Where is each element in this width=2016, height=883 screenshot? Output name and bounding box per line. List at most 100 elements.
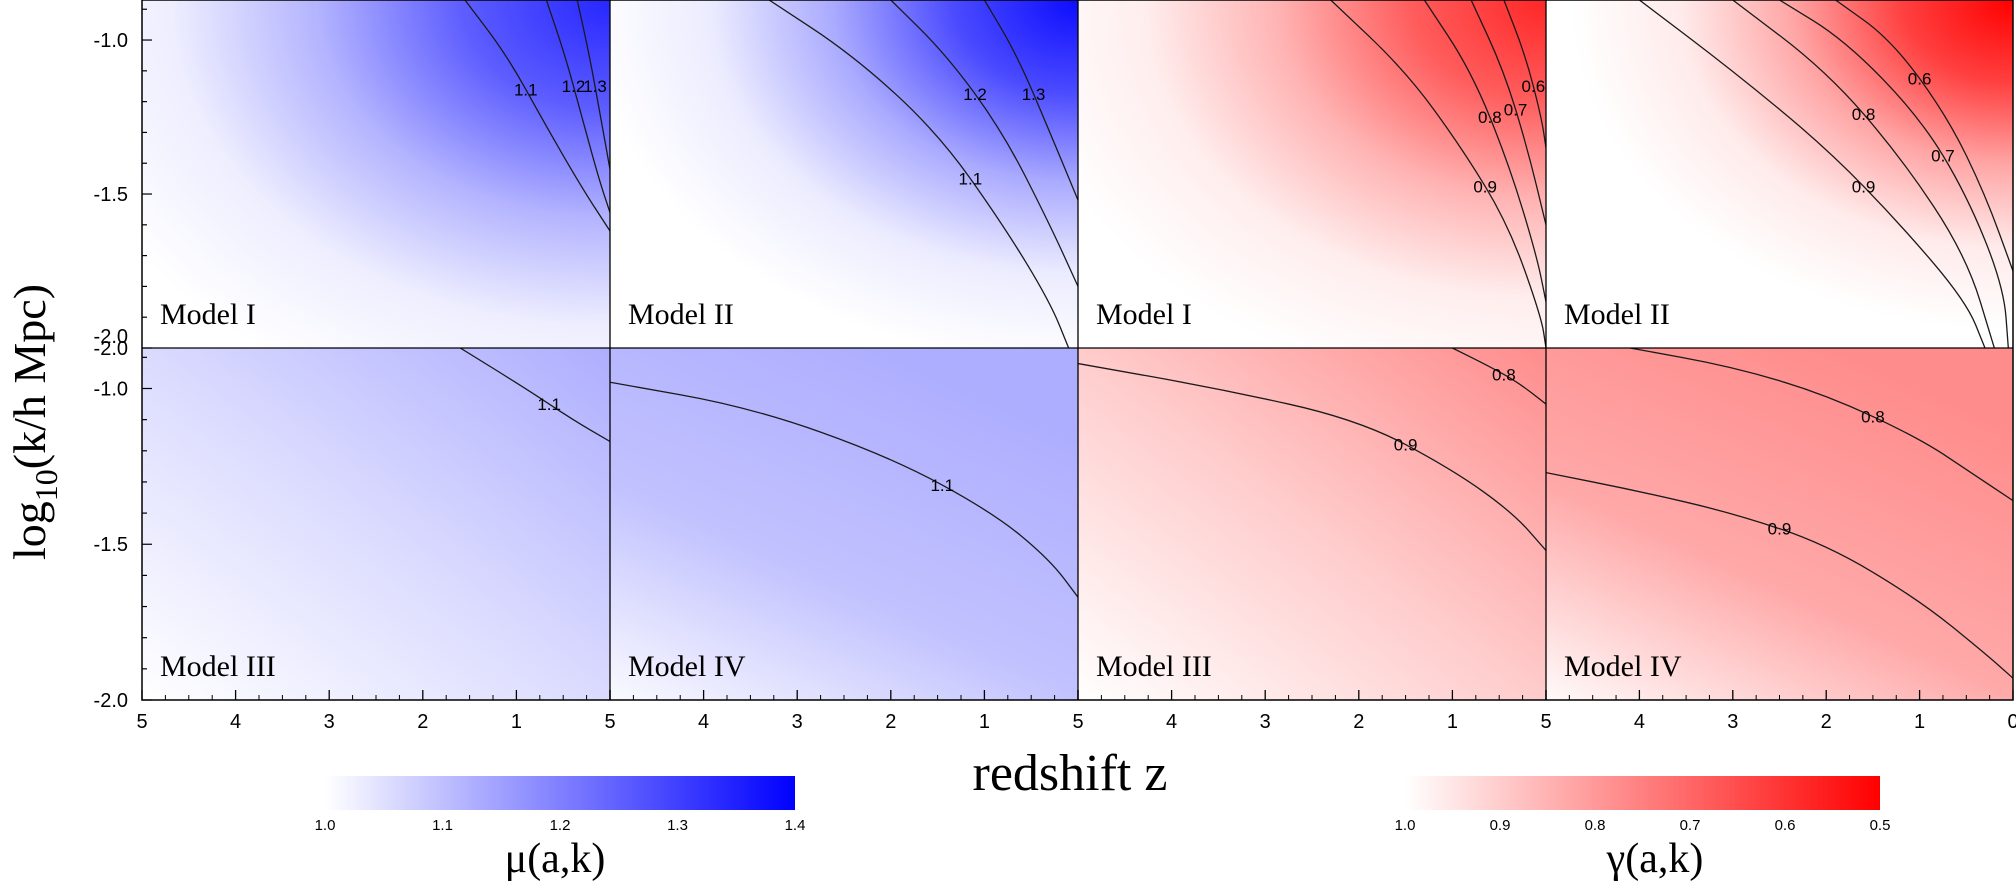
panel-model-label: Model IV <box>1564 650 1682 683</box>
x-tick-label: 2 <box>885 711 896 733</box>
panel-mu-model-i: 1.1 1.21.3 Model I <box>142 0 610 348</box>
mu-colorbar: 1.0 1.1 1.2 1.3 1.4 <box>315 776 806 834</box>
x-tick-label: 5 <box>136 711 147 733</box>
x-axis-label: redshift z <box>973 745 1168 802</box>
y-axis-label: log10(k/h Mpc) <box>4 284 64 560</box>
x-tick-label: 4 <box>230 711 241 733</box>
contour-label-0.7: 0.7 <box>1504 100 1528 119</box>
x-tick-label: 1 <box>979 711 990 733</box>
x-tick-label: 1 <box>1447 711 1458 733</box>
contour-label-0.9: 0.9 <box>1852 177 1876 196</box>
panel-gamma-model-iii: 0.9 0.8 Model III <box>1078 348 1546 700</box>
contour-0.8 <box>1732 0 1995 348</box>
x-tick-label: 5 <box>1072 711 1083 733</box>
mu-colorbar-tick: 1.4 <box>785 817 806 834</box>
mu-colorbar-tick: 1.3 <box>667 817 688 834</box>
contour-label-0.9: 0.9 <box>1473 177 1497 196</box>
contour-label-1.2: 1.2 <box>963 85 987 104</box>
panel-model-label: Model IV <box>628 650 746 683</box>
y-axis-label-main: log <box>4 501 55 560</box>
panel-model-label: Model I <box>1096 298 1192 331</box>
contour-label-0.8: 0.8 <box>1861 408 1885 427</box>
panel-gamma-model-i: 0.9 0.8 0.7 0.6 Model I <box>1078 0 1546 348</box>
y-tick-label: -2.0 <box>94 338 128 360</box>
heatmap-fill <box>142 0 610 348</box>
panel-gamma-model-iv: 0.8 0.9 Model IV <box>1546 348 2013 700</box>
y-tick-label: -1.0 <box>94 378 128 400</box>
gamma-colorbar-tick: 0.6 <box>1775 817 1796 834</box>
contour-0.9 <box>1546 471 2013 679</box>
panel-model-label: Model II <box>628 298 734 331</box>
panel-mu-model-iv: 1.1 Model IV <box>610 348 1078 700</box>
x-tick-label: 5 <box>604 711 615 733</box>
contour-0.6 <box>1835 0 2013 272</box>
x-tick-label: 1 <box>1914 711 1925 733</box>
contour-label-0.8: 0.8 <box>1492 365 1516 384</box>
contour-label-0.6: 0.6 <box>1908 70 1932 89</box>
panel-model-label: Model II <box>1564 298 1670 331</box>
contour-label-0.8: 0.8 <box>1852 105 1876 124</box>
contour-label-1.1: 1.1 <box>959 170 983 189</box>
contour-label-0.6: 0.6 <box>1522 77 1546 96</box>
contour-1.1 <box>459 348 610 443</box>
heatmap-fill <box>142 348 610 700</box>
heatmap-fill <box>1078 348 1546 700</box>
y-tick-label: -2.0 <box>94 690 128 712</box>
contour-0.8 <box>1629 348 2013 502</box>
x-tick-label: 4 <box>1634 711 1645 733</box>
heatmap-fill <box>610 348 1078 700</box>
contour-1.2 <box>545 0 610 213</box>
x-tick-label: 2 <box>1821 711 1832 733</box>
gamma-colorbar-tick: 0.7 <box>1680 817 1701 834</box>
x-tick-label: 4 <box>1166 711 1177 733</box>
mu-colorbar-tick: 1.1 <box>432 817 453 834</box>
gamma-colorbar-label: γ(a,k) <box>1606 836 1704 882</box>
contour-1.3 <box>983 0 1078 201</box>
y-axis-label-sub: 10 <box>28 469 64 501</box>
mu-colorbar-tick: 1.0 <box>315 817 336 834</box>
x-tick-label: 5 <box>1540 711 1551 733</box>
panel-model-label: Model III <box>160 650 276 683</box>
contour-label-0.8: 0.8 <box>1478 108 1502 127</box>
contour-label-0.9: 0.9 <box>1768 520 1792 539</box>
y-tick-label: -2.0 <box>94 326 128 348</box>
contour-0.8 <box>1452 348 1546 405</box>
mu-colorbar-tick: 1.2 <box>550 817 571 834</box>
contour-label-0.7: 0.7 <box>1931 147 1955 166</box>
panel-model-label: Model I <box>160 298 256 331</box>
y-tick-label: -1.0 <box>94 30 128 52</box>
contour-0.7 <box>1779 0 2009 348</box>
x-tick-label: 0 <box>2007 711 2016 733</box>
panel-mu-model-ii: 1.1 1.2 1.3 Model II <box>610 0 1078 348</box>
contour-0.8 <box>1423 0 1546 302</box>
contour-label-1.2: 1.2 <box>562 77 586 96</box>
heatmap-fill <box>610 0 1078 348</box>
contour-1.3 <box>576 0 610 170</box>
contour-0.9 <box>1078 362 1546 551</box>
heatmap-fill <box>1546 348 2013 700</box>
panel-mu-model-iii: 1.1 Model III <box>142 348 610 700</box>
gamma-colorbar-gradient <box>1405 776 1880 810</box>
x-tick-label: 4 <box>698 711 709 733</box>
contour-0.9 <box>1330 0 1546 348</box>
panel-model-label: Model III <box>1096 650 1212 683</box>
axes: 5 4 3 2 1 5 4 3 2 1 5 4 3 2 1 5 4 3 2 1 0-1.0-1.5-2.0-2.0-1.… <box>94 0 2016 733</box>
gamma-colorbar: 1.0 0.9 0.8 0.7 0.6 0.5 <box>1395 776 1890 834</box>
contour-label-1.3: 1.3 <box>583 77 607 96</box>
contour-label-1.1: 1.1 <box>930 476 954 495</box>
gamma-colorbar-tick: 0.9 <box>1490 817 1511 834</box>
contour-label-1.1: 1.1 <box>537 395 561 414</box>
heatmap-fill <box>1078 0 1546 348</box>
y-axis-label-rest: (k/h Mpc) <box>4 284 55 469</box>
x-tick-label: 1 <box>511 711 522 733</box>
gamma-colorbar-tick: 0.8 <box>1585 817 1606 834</box>
contour-1.2 <box>890 0 1078 287</box>
mu-colorbar-label: μ(a,k) <box>505 836 606 882</box>
x-tick-label: 3 <box>1260 711 1271 733</box>
mu-colorbar-gradient <box>325 776 795 810</box>
contour-1.1 <box>768 0 1070 348</box>
heatmap-fill <box>1546 0 2013 348</box>
panel-gamma-model-ii: 0.9 0.8 0.7 0.6 Model II <box>1546 0 2013 348</box>
